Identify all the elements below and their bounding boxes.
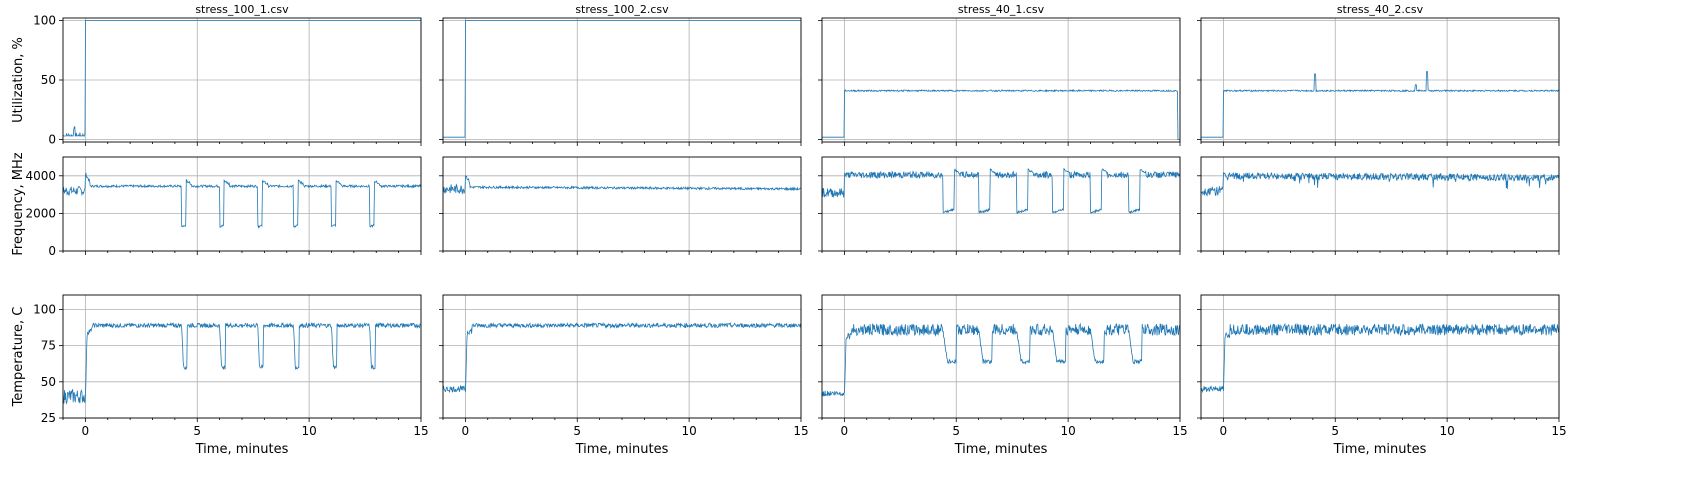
subplot-freq-3 — [818, 156, 1181, 255]
series-line-util — [62, 20, 421, 137]
subplot-temp-4: 0 5 10 15 Time, minutes — [1197, 294, 1567, 457]
y-tick-label: 50 — [41, 73, 56, 87]
series-line-temp — [821, 322, 1181, 397]
x-axis-label: Time, minutes — [954, 442, 1048, 457]
x-tick-label: 15 — [413, 424, 428, 438]
axes-frame — [821, 294, 1181, 419]
y-tick-label: 75 — [41, 339, 56, 353]
x-axis-label: Time, minutes — [575, 442, 669, 457]
column-title: stress_40_1.csv — [958, 3, 1045, 16]
series-line-util — [822, 88, 1180, 140]
series-line-temp — [62, 321, 422, 405]
series-line-temp — [1200, 322, 1560, 394]
x-tick-label: 0 — [462, 424, 470, 438]
y-tick-label: 25 — [41, 411, 56, 425]
subplot-util-4 — [1197, 17, 1560, 146]
axes-frame — [62, 156, 422, 252]
x-tick-label: 10 — [1060, 424, 1075, 438]
column-title: stress_40_2.csv — [1337, 3, 1424, 16]
subplot-util-2 — [439, 17, 802, 146]
axes-frame — [821, 156, 1181, 252]
subplot-freq-2 — [439, 156, 802, 255]
x-tick-label: 10 — [681, 424, 696, 438]
x-tick-label: 5 — [573, 424, 581, 438]
axes-frame — [1200, 294, 1560, 419]
y-axis-label: Frequency, MHz — [11, 152, 26, 255]
series-line-util — [443, 20, 801, 138]
x-tick-label: 10 — [1439, 424, 1454, 438]
series-line-freq — [442, 174, 802, 195]
series-line-freq — [821, 167, 1181, 215]
y-axis-label: Temperature, C — [11, 307, 26, 408]
x-tick-label: 15 — [1172, 424, 1187, 438]
x-tick-label: 0 — [841, 424, 849, 438]
subplot-temp-1: 25 50 75 100 Temperature, C 0 5 10 15 Time, minut… — [11, 294, 429, 457]
y-tick-label: 50 — [41, 375, 56, 389]
axes-frame — [442, 294, 802, 419]
x-tick-label: 0 — [82, 424, 90, 438]
y-axis-label: Utilization, % — [11, 37, 26, 123]
subplot-util-1: 0 50 100 Utilization, % — [11, 13, 422, 147]
subplot-util-3 — [818, 17, 1181, 146]
y-tick-label: 0 — [48, 244, 56, 258]
x-tick-label: 5 — [1331, 424, 1339, 438]
y-tick-label: 2000 — [25, 206, 56, 220]
axes-frame — [62, 294, 422, 419]
axes-frame — [442, 156, 802, 252]
column-title: stress_100_2.csv — [575, 3, 669, 16]
subplot-temp-3: 0 5 10 15 Time, minutes — [818, 294, 1188, 457]
series-line-freq — [1200, 172, 1560, 197]
axes-frame — [1200, 156, 1560, 252]
x-tick-label: 0 — [1220, 424, 1228, 438]
y-tick-label: 0 — [48, 133, 56, 147]
x-tick-label: 15 — [793, 424, 808, 438]
column-title: stress_100_1.csv — [195, 3, 289, 16]
series-line-util — [1201, 71, 1560, 138]
series-line-freq — [62, 172, 422, 229]
x-tick-label: 10 — [301, 424, 316, 438]
x-tick-label: 5 — [952, 424, 960, 438]
x-axis-label: Time, minutes — [195, 442, 289, 457]
x-tick-label: 5 — [193, 424, 201, 438]
subplot-temp-2: 0 5 10 15 Time, minutes — [439, 294, 809, 457]
subplot-freq-4 — [1197, 156, 1560, 255]
y-tick-label: 100 — [33, 13, 56, 27]
x-axis-label: Time, minutes — [1333, 442, 1427, 457]
y-tick-label: 100 — [33, 302, 56, 316]
y-tick-label: 4000 — [25, 169, 56, 183]
series-line-temp — [442, 321, 802, 394]
x-tick-label: 15 — [1551, 424, 1566, 438]
